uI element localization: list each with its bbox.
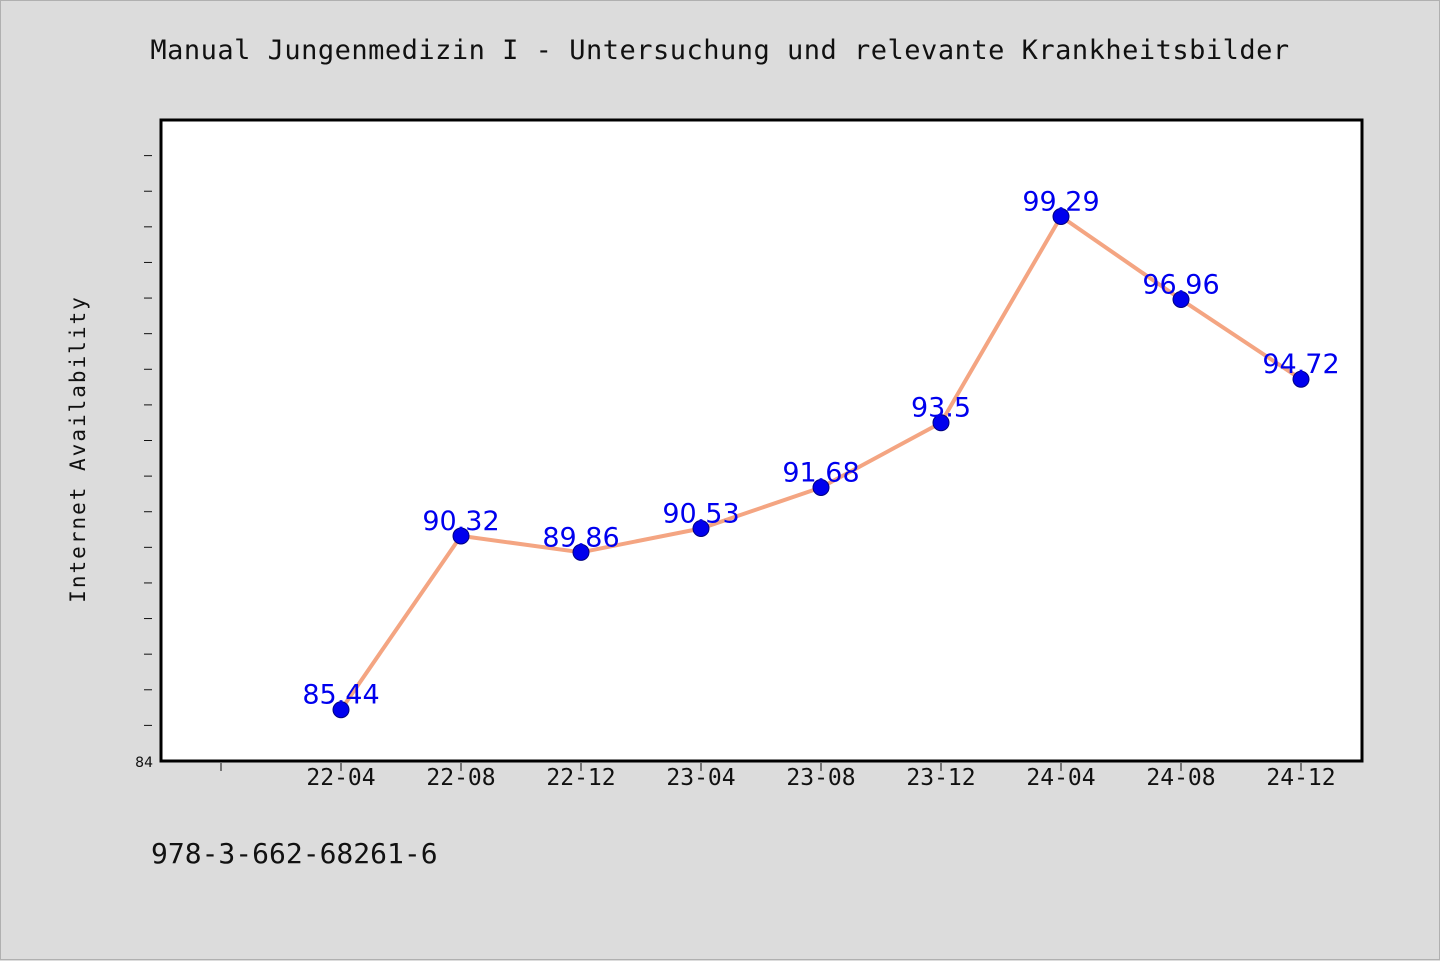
data-label: 85.44 [302, 680, 379, 711]
data-point [692, 519, 710, 537]
data-point [932, 414, 950, 432]
x-tick-label: 22-04 [306, 765, 375, 791]
data-point [332, 701, 350, 719]
plot-area [159, 118, 1364, 763]
data-point [812, 479, 830, 497]
data-point [1052, 208, 1070, 226]
x-tick-label: 24-12 [1266, 765, 1335, 791]
data-label: 89.86 [542, 522, 619, 553]
x-axis-ticks: 22-04 22-08 22-12 23-04 23-08 23-12 24-04 24-08… [220, 763, 1336, 791]
x-tick-label: 23-08 [786, 765, 855, 791]
data-point [572, 543, 590, 561]
y-axis-ticks [144, 155, 152, 726]
data-point [1292, 370, 1310, 388]
data-point [452, 527, 470, 545]
chart-title: Manual Jungenmedizin I - Untersuchung un… [150, 35, 1290, 66]
data-label: 94.72 [1262, 349, 1339, 380]
x-tick-label: 22-08 [426, 765, 495, 791]
data-label: 96.96 [1142, 269, 1219, 300]
x-tick-label: 23-12 [906, 765, 975, 791]
data-label: 99.29 [1022, 187, 1099, 218]
data-point [1172, 290, 1190, 308]
data-label: 90.32 [422, 506, 499, 537]
x-tick-label: 22-12 [546, 765, 615, 791]
data-label: 91.68 [782, 458, 859, 489]
x-tick-label: 24-04 [1026, 765, 1095, 791]
y-tick-label: 84 [135, 755, 153, 771]
data-label: 90.53 [662, 498, 739, 529]
data-label: 93.5 [911, 393, 971, 424]
series-layer: 85.44 90.32 89.86 90.53 91.68 93.5 99.29 96.96 9… [302, 187, 1340, 719]
x-tick-label: 24-08 [1146, 765, 1215, 791]
y-axis-label: Internet Availability [66, 295, 90, 603]
x-tick-label: 23-04 [666, 765, 735, 791]
isbn-text: 978-3-662-68261-6 [151, 837, 438, 870]
